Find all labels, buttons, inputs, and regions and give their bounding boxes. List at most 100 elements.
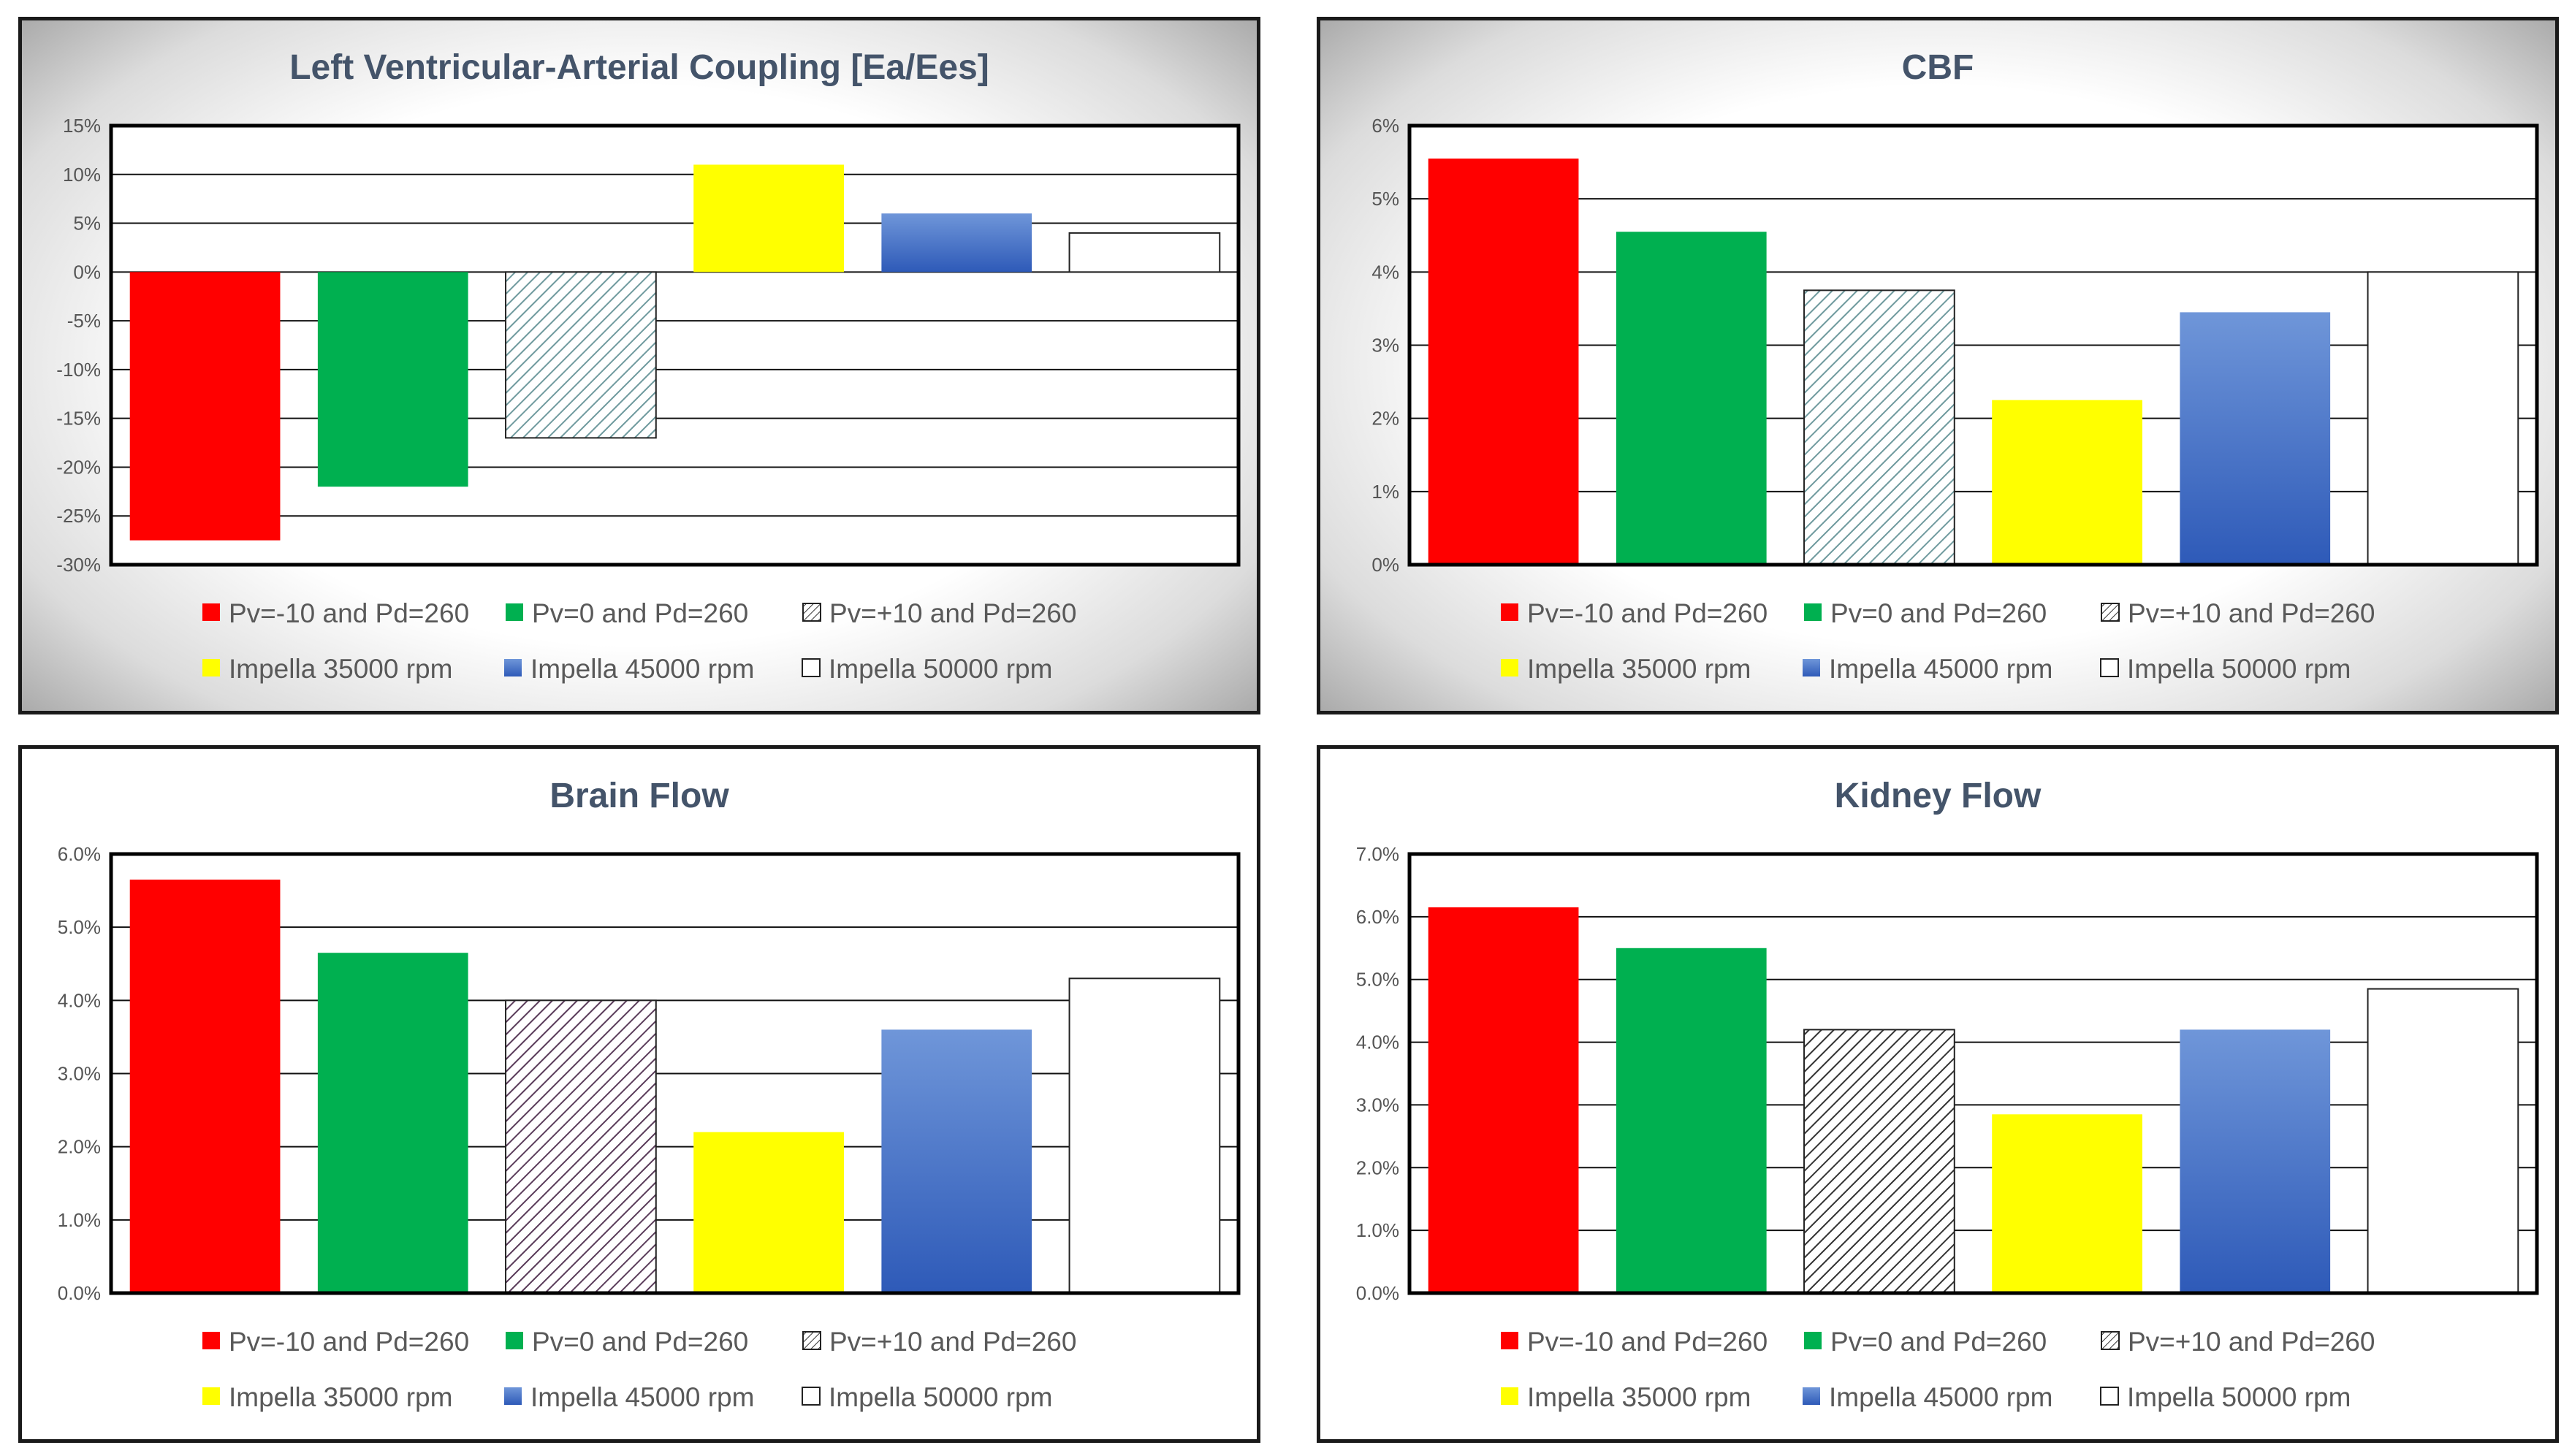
y-tick-label: -15% [56, 408, 101, 430]
y-tick-label: -30% [56, 554, 101, 576]
chart-svg-brain-flow: Brain Flow 6.0% 5.0% 4.0% 3.0% 2.0% 1.0% 0.0% Pv… [58, 777, 1241, 1412]
chart-svg-lv-coupling: Left Ventricular-Arterial Coupling [Ea/E… [56, 48, 1241, 684]
bar-impella-50000-rpm [2367, 271, 2519, 565]
y-tick-label: 4.0% [1356, 1032, 1399, 1053]
plot-frame [109, 123, 1241, 567]
chart-panel-lv-coupling: Left Ventricular-Arterial Coupling [Ea/E… [18, 17, 1260, 714]
bar-pv-10-and-pd-260 [1428, 159, 1579, 565]
legend-label-impella-50000-rpm: Impella 50000 rpm [2127, 654, 2351, 684]
legend-swatch-impella-45000-rpm [1803, 659, 1820, 676]
bar-pv-0-and-pd-260 [1616, 948, 1767, 1293]
y-tick-label: 1% [1371, 481, 1399, 503]
y-tick-label: 6.0% [58, 843, 101, 865]
bar-impella-35000-rpm [1992, 1114, 2142, 1293]
bar-pv-10-and-pd-260 [505, 271, 657, 439]
y-tick-label: -5% [67, 310, 101, 332]
y-tick-label: -20% [56, 456, 101, 478]
chart-svg-cbf: CBF 6% 5% 4% 3% 2% 1% 0% Pv=-10 and Pd=260 Pv=0 a… [1371, 48, 2539, 684]
legend-label-pv-0-and-pd-260: Pv=0 and Pd=260 [532, 1327, 748, 1357]
legend-label-pv-10-and-pd-260: Pv=-10 and Pd=260 [229, 598, 469, 628]
bar-pv-10-and-pd-260 [1803, 1029, 1955, 1294]
legend-label-impella-50000-rpm: Impella 50000 rpm [829, 1382, 1052, 1412]
legend-label-pv-0-and-pd-260: Pv=0 and Pd=260 [1830, 598, 2047, 628]
y-tick-label: 3% [1371, 335, 1399, 357]
y-tick-label: 6.0% [1356, 906, 1399, 928]
y-tick-label: 2.0% [1356, 1156, 1399, 1178]
legend-swatch-pv-0-and-pd-260 [1804, 603, 1822, 621]
y-tick-label: 3.0% [1356, 1094, 1399, 1116]
bar-impella-50000-rpm [1068, 977, 1221, 1294]
bar-impella-50000-rpm [2367, 988, 2519, 1294]
chart-title: Brain Flow [549, 777, 729, 815]
legend-swatch-impella-45000-rpm [504, 659, 522, 676]
legend-swatch-pv-10-and-pd-260 [1501, 1332, 1518, 1349]
bar-impella-50000-rpm [1068, 232, 1221, 273]
y-tick-label: 4.0% [58, 989, 101, 1011]
plot-area [111, 126, 1239, 565]
legend-swatch-impella-50000-rpm [2100, 1387, 2119, 1406]
legend-label-pv-10-and-pd-260: Pv=+10 and Pd=260 [829, 598, 1076, 628]
y-tick-label: 1.0% [58, 1209, 101, 1231]
bar-impella-45000-rpm [881, 1029, 1032, 1293]
legend-swatch-pv-0-and-pd-260 [506, 1332, 523, 1349]
chart-panel-brain-flow: Brain Flow 6.0% 5.0% 4.0% 3.0% 2.0% 1.0% 0.0% Pv… [18, 745, 1260, 1443]
legend-swatch-pv-0-and-pd-260 [506, 603, 523, 621]
legend-swatch-pv-10-and-pd-260 [2101, 1331, 2120, 1350]
legend-label-pv-10-and-pd-260: Pv=+10 and Pd=260 [2128, 598, 2375, 628]
legend-label-pv-0-and-pd-260: Pv=0 and Pd=260 [1830, 1327, 2047, 1357]
legend-label-impella-45000-rpm: Impella 45000 rpm [1829, 654, 2052, 684]
bar-pv-10-and-pd-260 [1803, 289, 1955, 565]
y-tick-label: 5% [1371, 188, 1399, 210]
legend-label-impella-35000-rpm: Impella 35000 rpm [229, 654, 452, 684]
bar-impella-45000-rpm [2180, 1029, 2331, 1293]
legend-swatch-impella-35000-rpm [1501, 659, 1518, 676]
bar-pv-0-and-pd-260 [1616, 232, 1767, 565]
legend-swatch-impella-50000-rpm [2100, 658, 2119, 677]
bar-impella-35000-rpm [1992, 400, 2142, 565]
legend-label-pv-10-and-pd-260: Pv=+10 and Pd=260 [829, 1327, 1076, 1357]
plot-area [1409, 854, 2537, 1293]
legend-label-pv-0-and-pd-260: Pv=0 and Pd=260 [532, 598, 748, 628]
legend-swatch-pv-10-and-pd-260 [2101, 603, 2120, 622]
legend-label-impella-45000-rpm: Impella 45000 rpm [530, 1382, 754, 1412]
y-tick-label: 0.0% [58, 1282, 101, 1304]
legend-label-pv-10-and-pd-260: Pv=+10 and Pd=260 [2128, 1327, 2375, 1357]
bar-impella-35000-rpm [693, 1132, 844, 1293]
y-tick-label: 0.0% [1356, 1282, 1399, 1304]
bar-pv-0-and-pd-260 [317, 953, 468, 1293]
legend-swatch-impella-35000-rpm [1501, 1387, 1518, 1405]
bar-pv-10-and-pd-260 [505, 999, 657, 1294]
legend-label-impella-50000-rpm: Impella 50000 rpm [2127, 1382, 2351, 1412]
legend-label-impella-35000-rpm: Impella 35000 rpm [229, 1382, 452, 1412]
plot-frame [109, 852, 1241, 1295]
bar-pv-10-and-pd-260 [129, 272, 281, 541]
legend-label-impella-45000-rpm: Impella 45000 rpm [530, 654, 754, 684]
legend-swatch-pv-10-and-pd-260 [1501, 603, 1518, 621]
chart-title: Left Ventricular-Arterial Coupling [Ea/E… [289, 48, 989, 87]
legend-label-impella-35000-rpm: Impella 35000 rpm [1527, 654, 1751, 684]
y-tick-label: 7.0% [1356, 843, 1399, 865]
bar-pv-0-and-pd-260 [317, 272, 468, 487]
y-tick-label: 2% [1371, 408, 1399, 430]
legend-swatch-impella-50000-rpm [802, 658, 821, 677]
y-tick-label: 5% [73, 213, 101, 235]
legend-swatch-pv-10-and-pd-260 [802, 603, 821, 622]
y-tick-label: -25% [56, 505, 101, 527]
bar-impella-45000-rpm [2180, 312, 2331, 565]
y-tick-label: 2.0% [58, 1136, 101, 1158]
y-tick-label: 1.0% [1356, 1219, 1399, 1241]
legend-swatch-impella-45000-rpm [1803, 1387, 1820, 1405]
y-tick-label: 0% [73, 261, 101, 283]
legend-label-pv-10-and-pd-260: Pv=-10 and Pd=260 [229, 1327, 469, 1357]
y-tick-label: 3.0% [58, 1063, 101, 1085]
bar-pv-10-and-pd-260 [129, 880, 281, 1293]
legend-swatch-pv-10-and-pd-260 [202, 603, 220, 621]
y-tick-label: 5.0% [1356, 969, 1399, 991]
chart-panel-kidney-flow: Kidney Flow 7.0% 6.0% 5.0% 4.0% 3.0% 2.0% 1.0% 0… [1317, 745, 2559, 1443]
y-tick-label: 10% [63, 164, 101, 186]
legend-label-impella-45000-rpm: Impella 45000 rpm [1829, 1382, 2052, 1412]
legend-label-impella-50000-rpm: Impella 50000 rpm [829, 654, 1052, 684]
legend-label-pv-10-and-pd-260: Pv=-10 and Pd=260 [1527, 598, 1768, 628]
y-tick-label: 5.0% [58, 916, 101, 938]
chart-title: CBF [1902, 48, 1974, 87]
